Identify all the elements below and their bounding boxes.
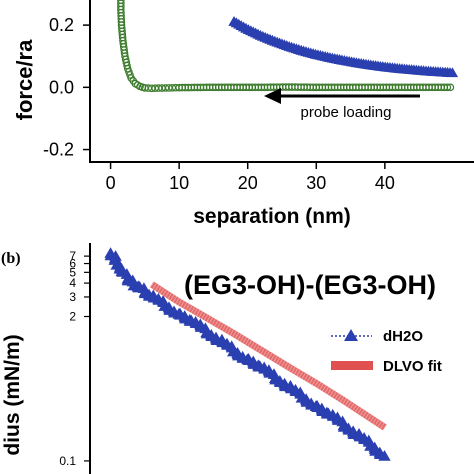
panel-b-label: (b): [1, 250, 21, 267]
panel-a-x-tick-label: 30: [306, 173, 326, 193]
panel-a-x-tick-label: 40: [375, 173, 395, 193]
panel-b-y-tick-label: 4: [69, 276, 76, 290]
panel-a-series-retract: [117, 0, 455, 93]
panel-b-y-axis-label: dius (mN/m): [1, 334, 24, 455]
panel-b-y-tick-label: 2: [69, 310, 76, 324]
panel-a-y-axis-label: force/ra: [12, 39, 37, 120]
legend-entry-dlvo-fit: DLVO fit: [331, 358, 442, 375]
panel-a-y-tick-label: -0.2: [43, 140, 74, 160]
panel-b-series-dh2o: [104, 247, 391, 461]
panel-a-circle-point: [443, 83, 452, 92]
legend-triangle-marker: [344, 329, 358, 341]
panel-a-x-ticks: 0 10 20 30 40: [106, 162, 395, 193]
legend-dlvo-swatch: [331, 361, 373, 370]
probe-loading-arrow: [264, 88, 420, 104]
panel-a-axes-frame: [89, 0, 474, 163]
panel-a-x-tick-label: 0: [106, 173, 116, 193]
panel-a-x-axis-label: separation (nm): [193, 205, 351, 228]
legend-label-dh2o: dH2O: [383, 328, 423, 345]
panel-b-y-tick-label: 6: [69, 257, 76, 271]
dlvo-fit-hatch: [149, 281, 387, 431]
panel-b-plot-area: [104, 247, 391, 461]
panel-a-plot-area: [117, 0, 459, 93]
legend-label-dlvo-fit: DLVO fit: [383, 358, 442, 375]
panel-a-y-tick-label: 0.0: [49, 77, 74, 97]
panel-b-y-tick-label: 5: [69, 265, 76, 279]
panel-b-y-tick-label: 7: [69, 249, 76, 263]
panel-b-triangle-point: [120, 268, 133, 279]
legend-entry-dh2o: dH2O: [331, 328, 423, 345]
panel-a-series-approach: [228, 16, 459, 78]
panel-b-title: (EG3-OH)-(EG3-OH): [184, 270, 436, 300]
legend: dH2O DLVO fit: [331, 328, 442, 375]
panel-a-x-tick-label: 20: [238, 173, 258, 193]
panel-a-circle-point: [446, 83, 455, 92]
panel-a-y-tick-label: 0.2: [49, 15, 74, 35]
panel-a-triangle-point: [446, 67, 459, 78]
panel-a: 0 10 20 30 40 -0.2 0.0 0.2 force/ra separation…: [12, 0, 474, 228]
panel-b-series-dlvo-fit: [149, 281, 387, 431]
dlvo-fit-line: [149, 281, 387, 431]
panel-b-triangle-point: [378, 449, 391, 461]
panel-a-y-ticks: -0.2 0.0 0.2: [43, 15, 90, 160]
panel-a-x-tick-label: 10: [169, 173, 189, 193]
panel-b-y-tick-label: 0.1: [59, 454, 76, 468]
probe-loading-annotation: probe loading: [301, 104, 392, 121]
panel-b-y-tick-label: 3: [69, 290, 76, 304]
